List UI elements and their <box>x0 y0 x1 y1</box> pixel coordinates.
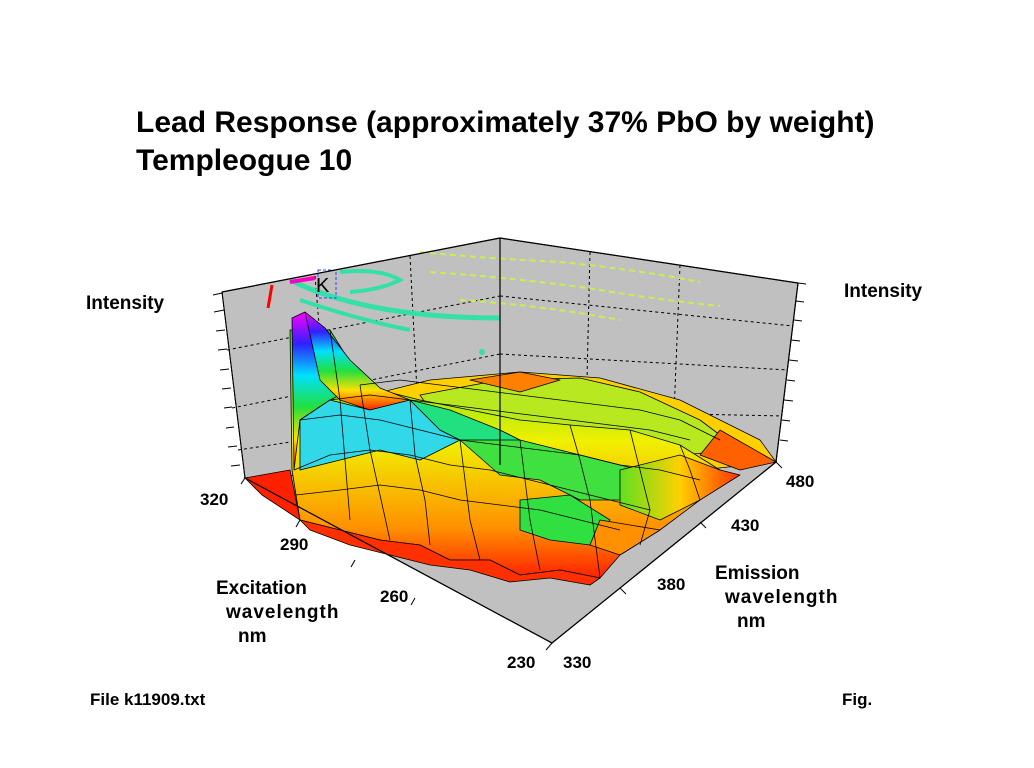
figure-label: Fig. <box>842 690 873 709</box>
z-axis-left <box>221 291 246 479</box>
emission-tick: 480 <box>786 472 815 491</box>
emission-tick: 380 <box>657 575 686 594</box>
emission-tick: 430 <box>731 516 760 535</box>
z-axis-label-left: Intensity <box>86 293 165 314</box>
chart-title: Lead Response (approximately 37% PbO by … <box>136 106 875 139</box>
excitation-axis-title-line3: nm <box>238 626 267 647</box>
excitation-tick: 230 <box>507 653 536 672</box>
contour-marker-label: K <box>316 275 330 297</box>
z-ticks-right <box>779 282 807 442</box>
excitation-tick: 260 <box>380 587 409 606</box>
emission-tick: 330 <box>563 653 592 672</box>
chart-subtitle: Templeogue 10 <box>136 144 353 177</box>
excitation-axis-title-line2: wavelength <box>226 602 340 623</box>
emission-axis-title-line3: nm <box>737 611 766 632</box>
excitation-tick: 290 <box>280 535 309 554</box>
excitation-axis-title-line1: Excitation <box>216 578 307 599</box>
excitation-tick: 320 <box>200 490 229 509</box>
emission-axis-title-line1: Emission <box>715 563 800 584</box>
cube-edges <box>221 237 799 644</box>
emission-axis-title-line2: wavelength <box>725 587 839 608</box>
z-ticks-left <box>212 292 241 467</box>
file-name-label: File k11909.txt <box>90 690 206 709</box>
chart-title-block: Lead Response (approximately 37% PbO by … <box>136 104 875 180</box>
z-axis-label-right: Intensity <box>844 281 923 302</box>
floor-ticks <box>240 461 783 651</box>
contour-projection <box>266 251 721 355</box>
